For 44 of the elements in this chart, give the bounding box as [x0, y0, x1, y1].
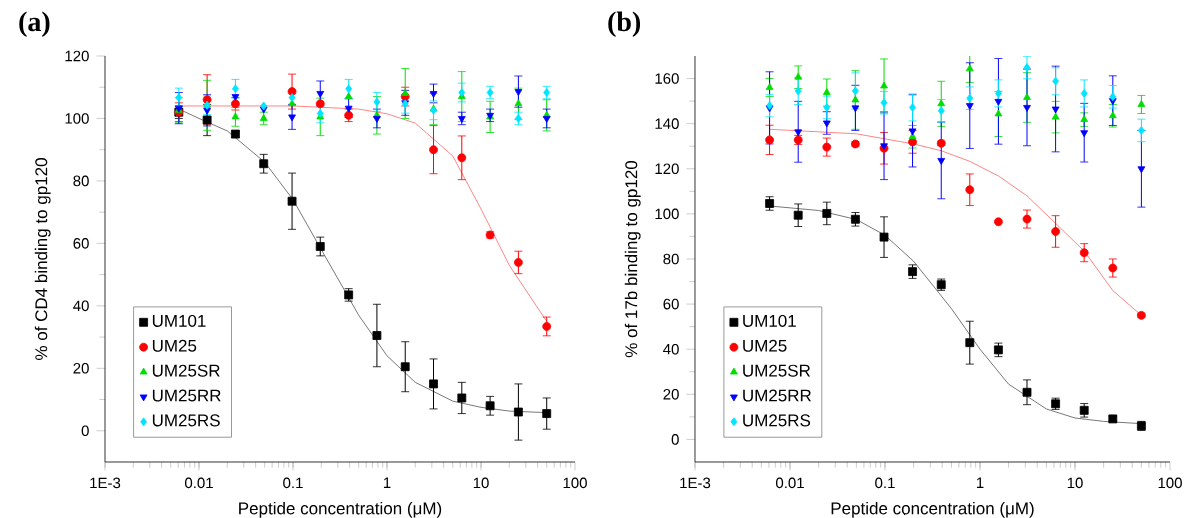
legend-label: UM25 — [743, 339, 787, 352]
x-tick-label: 1 — [976, 477, 984, 488]
x-tick-label: 100 — [563, 477, 587, 489]
x-tick-label: 10 — [1067, 477, 1083, 489]
legend-label: UM25SR — [743, 364, 811, 377]
x-tick-label: 1E-3 — [680, 477, 711, 489]
y-tick-label: 20 — [73, 362, 89, 374]
y-tick-label: 140 — [655, 118, 679, 129]
y-tick-label: 120 — [655, 163, 679, 175]
legend-label: UM101 — [743, 314, 796, 327]
y-tick-label: 80 — [73, 175, 89, 187]
x-tick-label: 1 — [383, 477, 391, 488]
y-tick-label: 0 — [81, 425, 89, 437]
y-tick-label: 40 — [663, 343, 679, 355]
x-axis-title: Peptide concentration (μM) — [239, 501, 442, 518]
x-tick-label: 0.01 — [776, 477, 804, 489]
chart-title: (b) — [608, 11, 641, 37]
y-tick-label: 60 — [663, 298, 679, 310]
legend-label: UM25RS — [743, 414, 811, 427]
y-tick-label: 120 — [65, 50, 89, 62]
x-tick-label: 10 — [473, 477, 489, 489]
y-tick-label: 80 — [663, 253, 679, 265]
x-tick-label: 100 — [1158, 477, 1182, 489]
legend-label: UM101 — [152, 314, 206, 327]
y-axis-title: % of 17b binding to gp120 — [624, 160, 641, 358]
x-tick-label: 0.1 — [875, 477, 895, 489]
x-tick-label: 1E-3 — [90, 477, 121, 489]
y-tick-label: 100 — [65, 113, 89, 124]
legend-label: UM25 — [152, 339, 197, 352]
x-axis-title: Peptide concentration (μM) — [831, 501, 1034, 518]
y-tick-label: 40 — [73, 300, 89, 312]
y-tick-label: 20 — [663, 389, 679, 400]
legend-label: UM25RR — [743, 389, 811, 402]
y-axis-title: % of CD4 binding to gp120 — [34, 158, 51, 360]
legend-label: UM25RS — [152, 414, 220, 427]
y-tick-label: 60 — [73, 238, 89, 249]
x-tick-label: 0.1 — [283, 477, 303, 489]
y-tick-label: 0 — [671, 434, 679, 445]
chart-title: (a) — [19, 11, 50, 37]
legend-label: UM25SR — [152, 364, 220, 377]
legend-label: UM25RR — [152, 389, 221, 402]
y-tick-label: 160 — [655, 73, 679, 84]
x-tick-label: 0.01 — [185, 477, 213, 489]
y-tick-label: 100 — [655, 208, 679, 220]
